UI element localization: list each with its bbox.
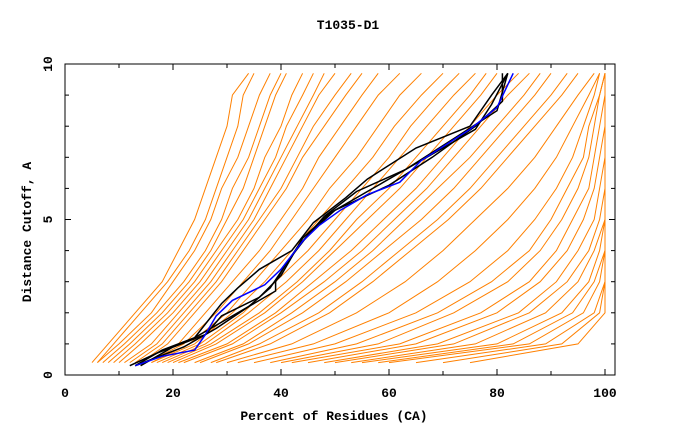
x-tick-label: 80: [489, 386, 505, 401]
other-model-curve: [178, 72, 519, 364]
best-model-curve: [134, 72, 514, 367]
other-model-curve: [334, 73, 606, 364]
other-model-curve: [91, 73, 250, 363]
other-model-curve: [172, 73, 498, 364]
y-tick-label: 5: [41, 215, 56, 223]
other-model-curve: [442, 73, 606, 364]
axis-ticks: 0 20 40 60 80 100 0 5 10: [41, 56, 617, 401]
other-model-curve: [102, 73, 282, 363]
y-axis-label: Distance Cutoff, A: [20, 162, 35, 303]
other-model-curve: [167, 73, 487, 364]
x-tick-label: 100: [593, 386, 617, 401]
x-tick-label: 20: [165, 386, 181, 401]
other-model-curve: [253, 73, 601, 364]
other-model-curve: [140, 73, 363, 364]
other-model-curve: [291, 73, 606, 364]
highlight-model-curve: [134, 73, 509, 367]
other-model-curve: [194, 73, 541, 364]
other-model-curve: [415, 73, 606, 364]
other-model-curve: [145, 73, 379, 364]
highlight-model-curve: [129, 73, 504, 367]
other-model-curve: [162, 72, 476, 364]
x-axis-label: Percent of Residues (CA): [240, 409, 427, 424]
other-model-curve: [113, 73, 304, 363]
other-model-curve: [107, 73, 287, 363]
x-tick-label: 0: [61, 386, 69, 401]
other-model-curve: [118, 73, 314, 363]
other-model-curve: [469, 73, 606, 364]
other-model-curve: [97, 73, 271, 363]
other-model-curve: [156, 72, 460, 364]
other-model-curve: [237, 73, 601, 364]
plot-frame: [64, 63, 616, 376]
other-model-curve: [129, 73, 336, 364]
chart-title: T1035-D1: [317, 18, 380, 33]
highlight-model-curve: [134, 72, 509, 367]
other-model-curve: [226, 73, 595, 364]
y-tick-label: 10: [41, 56, 56, 72]
other-model-curve: [124, 73, 325, 364]
x-tick-label: 40: [273, 386, 289, 401]
other-model-curve: [280, 73, 606, 364]
other-model-curve: [216, 73, 579, 364]
x-tick-label: 60: [381, 386, 397, 401]
other-model-curve: [378, 73, 606, 364]
other-model-curve: [134, 73, 352, 364]
other-model-curve: [151, 72, 422, 364]
other-model-curve: [270, 73, 606, 364]
other-model-curve: [210, 73, 568, 364]
curves-layer: [91, 72, 606, 367]
other-model-curve: [97, 73, 255, 363]
other-model-curve: [199, 73, 552, 364]
y-tick-label: 0: [41, 371, 56, 379]
